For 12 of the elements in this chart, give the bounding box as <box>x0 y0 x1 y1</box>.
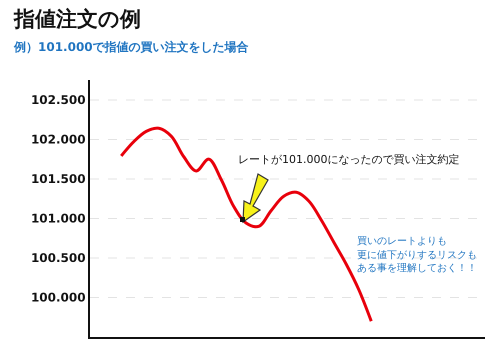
y-tick-label: 101.000 <box>30 212 86 226</box>
annotation: 更に値下がりするリスクも <box>357 249 477 261</box>
y-tick-label: 102.500 <box>30 92 86 107</box>
annotation: ある事を理解しておく！！ <box>357 262 477 274</box>
y-tick-label: 100.000 <box>30 290 86 305</box>
chart-subtitle: 例）101.000で指値の買い注文をした場合 <box>13 40 250 54</box>
y-tick-label: 100.500 <box>30 251 86 266</box>
y-tick-label: 102.000 <box>30 132 86 147</box>
y-tick-label: 101.500 <box>30 172 86 186</box>
annotation: 買いのレートよりも <box>357 236 447 247</box>
chart-title: 指値注文の例 <box>13 7 141 31</box>
annotation: レートが101.000になったので買い注文約定 <box>238 153 460 166</box>
